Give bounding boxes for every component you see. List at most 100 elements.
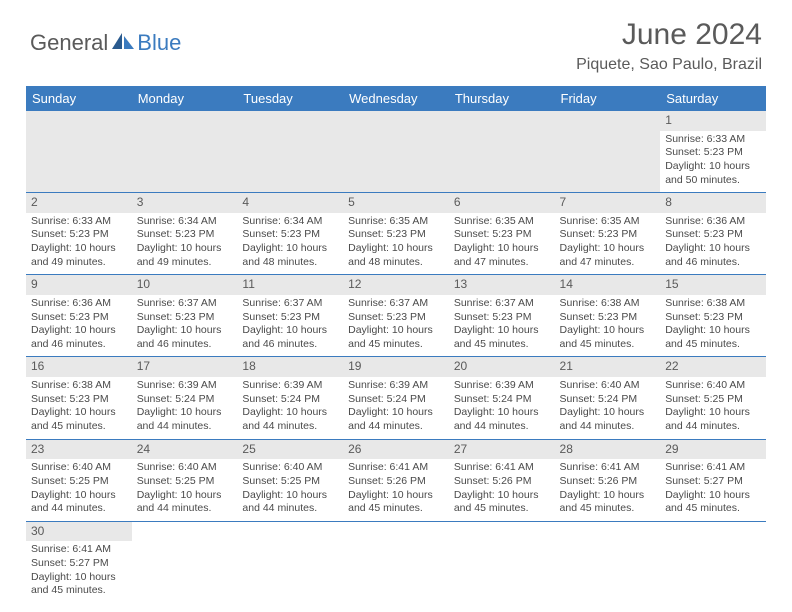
daylight-line: Daylight: 10 hours and 47 minutes. bbox=[454, 242, 550, 269]
sunset-line: Sunset: 5:23 PM bbox=[31, 393, 127, 407]
day-number: 6 bbox=[449, 193, 555, 213]
calendar-cell: 27Sunrise: 6:41 AMSunset: 5:26 PMDayligh… bbox=[449, 439, 555, 521]
sunset-line: Sunset: 5:27 PM bbox=[31, 557, 127, 571]
header: General Blue June 2024 Piquete, Sao Paul… bbox=[0, 0, 792, 80]
col-monday: Monday bbox=[132, 86, 238, 111]
calendar-cell bbox=[237, 521, 343, 603]
daylight-line: Daylight: 10 hours and 44 minutes. bbox=[454, 406, 550, 433]
calendar-cell bbox=[660, 521, 766, 603]
sunrise-line: Sunrise: 6:41 AM bbox=[454, 461, 550, 475]
day-number: 8 bbox=[660, 193, 766, 213]
sunrise-line: Sunrise: 6:41 AM bbox=[348, 461, 444, 475]
calendar-cell bbox=[343, 111, 449, 193]
day-number: 28 bbox=[555, 440, 661, 460]
daylight-line: Daylight: 10 hours and 46 minutes. bbox=[31, 324, 127, 351]
sunset-line: Sunset: 5:23 PM bbox=[31, 311, 127, 325]
sunrise-line: Sunrise: 6:40 AM bbox=[242, 461, 338, 475]
calendar-cell: 21Sunrise: 6:40 AMSunset: 5:24 PMDayligh… bbox=[555, 357, 661, 439]
calendar-cell: 18Sunrise: 6:39 AMSunset: 5:24 PMDayligh… bbox=[237, 357, 343, 439]
calendar-cell: 28Sunrise: 6:41 AMSunset: 5:26 PMDayligh… bbox=[555, 439, 661, 521]
sunrise-line: Sunrise: 6:38 AM bbox=[31, 379, 127, 393]
daylight-line: Daylight: 10 hours and 44 minutes. bbox=[348, 406, 444, 433]
header-row: Sunday Monday Tuesday Wednesday Thursday… bbox=[26, 86, 766, 111]
calendar-cell: 24Sunrise: 6:40 AMSunset: 5:25 PMDayligh… bbox=[132, 439, 238, 521]
calendar-cell: 30Sunrise: 6:41 AMSunset: 5:27 PMDayligh… bbox=[26, 521, 132, 603]
sunset-line: Sunset: 5:25 PM bbox=[31, 475, 127, 489]
calendar-cell: 9Sunrise: 6:36 AMSunset: 5:23 PMDaylight… bbox=[26, 275, 132, 357]
daylight-line: Daylight: 10 hours and 44 minutes. bbox=[31, 489, 127, 516]
calendar-cell bbox=[132, 521, 238, 603]
sunrise-line: Sunrise: 6:39 AM bbox=[454, 379, 550, 393]
calendar-cell: 5Sunrise: 6:35 AMSunset: 5:23 PMDaylight… bbox=[343, 193, 449, 275]
daylight-line: Daylight: 10 hours and 45 minutes. bbox=[348, 324, 444, 351]
sunset-line: Sunset: 5:23 PM bbox=[348, 228, 444, 242]
sunrise-line: Sunrise: 6:35 AM bbox=[454, 215, 550, 229]
sunset-line: Sunset: 5:23 PM bbox=[560, 228, 656, 242]
sunrise-line: Sunrise: 6:37 AM bbox=[348, 297, 444, 311]
day-number: 29 bbox=[660, 440, 766, 460]
daylight-line: Daylight: 10 hours and 48 minutes. bbox=[348, 242, 444, 269]
sunset-line: Sunset: 5:23 PM bbox=[348, 311, 444, 325]
sunrise-line: Sunrise: 6:41 AM bbox=[665, 461, 761, 475]
day-number: 26 bbox=[343, 440, 449, 460]
day-number: 21 bbox=[555, 357, 661, 377]
calendar-cell: 2Sunrise: 6:33 AMSunset: 5:23 PMDaylight… bbox=[26, 193, 132, 275]
sunrise-line: Sunrise: 6:36 AM bbox=[665, 215, 761, 229]
day-number: 30 bbox=[26, 522, 132, 542]
col-sunday: Sunday bbox=[26, 86, 132, 111]
calendar-cell: 16Sunrise: 6:38 AMSunset: 5:23 PMDayligh… bbox=[26, 357, 132, 439]
sunrise-line: Sunrise: 6:37 AM bbox=[454, 297, 550, 311]
sunset-line: Sunset: 5:23 PM bbox=[137, 228, 233, 242]
sunrise-line: Sunrise: 6:40 AM bbox=[31, 461, 127, 475]
sunset-line: Sunset: 5:24 PM bbox=[137, 393, 233, 407]
calendar-cell bbox=[343, 521, 449, 603]
title-block: June 2024 Piquete, Sao Paulo, Brazil bbox=[576, 18, 762, 74]
table-row: 23Sunrise: 6:40 AMSunset: 5:25 PMDayligh… bbox=[26, 439, 766, 521]
sunrise-line: Sunrise: 6:33 AM bbox=[31, 215, 127, 229]
daylight-line: Daylight: 10 hours and 45 minutes. bbox=[560, 324, 656, 351]
calendar-cell: 17Sunrise: 6:39 AMSunset: 5:24 PMDayligh… bbox=[132, 357, 238, 439]
sunrise-line: Sunrise: 6:40 AM bbox=[560, 379, 656, 393]
table-row: 30Sunrise: 6:41 AMSunset: 5:27 PMDayligh… bbox=[26, 521, 766, 603]
daylight-line: Daylight: 10 hours and 49 minutes. bbox=[31, 242, 127, 269]
daylight-line: Daylight: 10 hours and 45 minutes. bbox=[454, 324, 550, 351]
sunset-line: Sunset: 5:26 PM bbox=[560, 475, 656, 489]
sail-icon bbox=[110, 31, 136, 51]
sunrise-line: Sunrise: 6:40 AM bbox=[137, 461, 233, 475]
day-number: 14 bbox=[555, 275, 661, 295]
day-number: 25 bbox=[237, 440, 343, 460]
calendar-cell: 8Sunrise: 6:36 AMSunset: 5:23 PMDaylight… bbox=[660, 193, 766, 275]
daylight-line: Daylight: 10 hours and 44 minutes. bbox=[137, 406, 233, 433]
daylight-line: Daylight: 10 hours and 45 minutes. bbox=[31, 571, 127, 598]
sunset-line: Sunset: 5:27 PM bbox=[665, 475, 761, 489]
logo-text-2: Blue bbox=[137, 30, 181, 56]
sunset-line: Sunset: 5:26 PM bbox=[454, 475, 550, 489]
col-thursday: Thursday bbox=[449, 86, 555, 111]
calendar-cell: 4Sunrise: 6:34 AMSunset: 5:23 PMDaylight… bbox=[237, 193, 343, 275]
calendar-cell bbox=[555, 521, 661, 603]
calendar-cell: 19Sunrise: 6:39 AMSunset: 5:24 PMDayligh… bbox=[343, 357, 449, 439]
sunrise-line: Sunrise: 6:41 AM bbox=[560, 461, 656, 475]
day-number: 24 bbox=[132, 440, 238, 460]
day-number: 2 bbox=[26, 193, 132, 213]
day-number: 17 bbox=[132, 357, 238, 377]
sunset-line: Sunset: 5:23 PM bbox=[454, 228, 550, 242]
day-number: 10 bbox=[132, 275, 238, 295]
day-number: 7 bbox=[555, 193, 661, 213]
sunset-line: Sunset: 5:23 PM bbox=[665, 228, 761, 242]
daylight-line: Daylight: 10 hours and 45 minutes. bbox=[560, 489, 656, 516]
day-number: 23 bbox=[26, 440, 132, 460]
sunset-line: Sunset: 5:23 PM bbox=[137, 311, 233, 325]
day-number: 1 bbox=[660, 111, 766, 131]
col-friday: Friday bbox=[555, 86, 661, 111]
location: Piquete, Sao Paulo, Brazil bbox=[576, 56, 762, 74]
calendar-cell: 10Sunrise: 6:37 AMSunset: 5:23 PMDayligh… bbox=[132, 275, 238, 357]
daylight-line: Daylight: 10 hours and 44 minutes. bbox=[137, 489, 233, 516]
sunrise-line: Sunrise: 6:35 AM bbox=[560, 215, 656, 229]
sunset-line: Sunset: 5:23 PM bbox=[665, 146, 761, 160]
daylight-line: Daylight: 10 hours and 45 minutes. bbox=[31, 406, 127, 433]
col-saturday: Saturday bbox=[660, 86, 766, 111]
sunset-line: Sunset: 5:24 PM bbox=[560, 393, 656, 407]
sunrise-line: Sunrise: 6:34 AM bbox=[137, 215, 233, 229]
day-number: 4 bbox=[237, 193, 343, 213]
